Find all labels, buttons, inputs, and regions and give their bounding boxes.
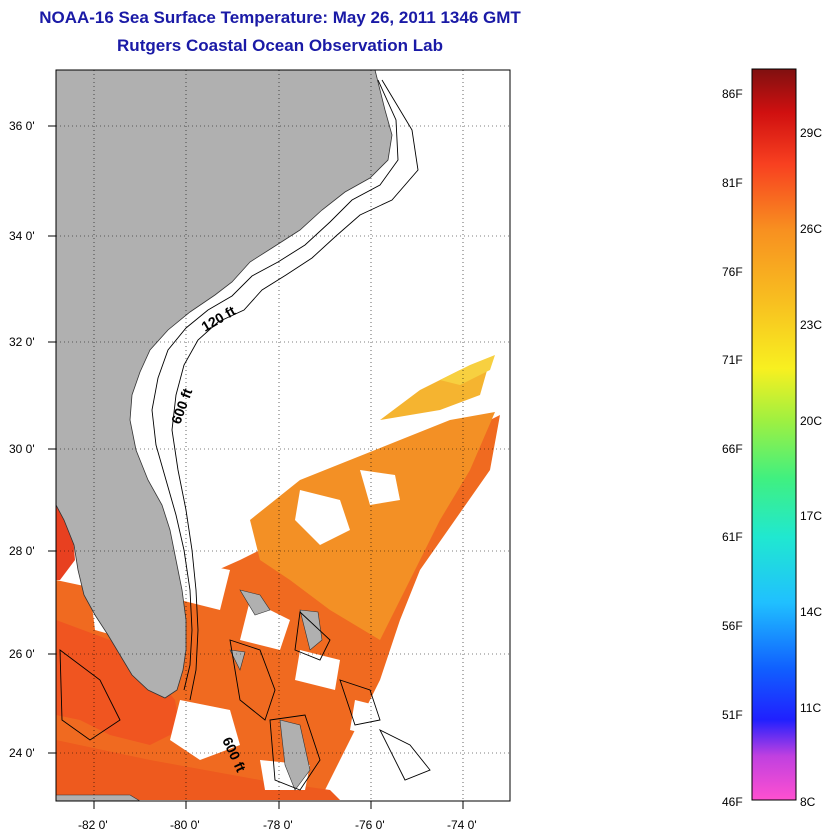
cb-c-label: 23C (800, 318, 822, 332)
bathymetry-contours (59, 79, 431, 791)
cb-f-label: 71F (722, 353, 743, 367)
lon-label: -74 0' (447, 818, 477, 832)
lat-label: 30 0' (9, 442, 35, 456)
latitude-labels: 36 0' 34 0' 32 0' 30 0' 28 0' 26 0' 24 0… (9, 119, 35, 760)
cb-f-label: 61F (722, 530, 743, 544)
lon-label: -76 0' (355, 818, 385, 832)
cb-f-label: 81F (722, 176, 743, 190)
bahamas-islands (56, 589, 323, 801)
map-frame (55, 69, 511, 802)
lat-label: 34 0' (9, 229, 35, 243)
colorbar-celsius-labels: 29C 26C 23C 20C 17C 14C 11C 8C (800, 126, 822, 809)
cb-c-label: 20C (800, 414, 822, 428)
cb-c-label: 17C (800, 509, 822, 523)
cb-c-label: 11C (800, 701, 821, 715)
lat-label: 32 0' (9, 335, 35, 349)
lat-label: 28 0' (9, 544, 35, 558)
lon-label: -82 0' (78, 818, 108, 832)
colorbar-fahrenheit-labels: 86F 81F 76F 71F 66F 61F 56F 51F 46F (722, 87, 743, 809)
lat-label: 36 0' (9, 119, 35, 133)
map-area: 120 ft 600 ft 600 ft (56, 70, 510, 801)
axis-ticks (48, 125, 464, 809)
cb-f-label: 76F (722, 265, 743, 279)
cb-f-label: 66F (722, 442, 743, 456)
cb-f-label: 86F (722, 87, 743, 101)
lat-label: 24 0' (9, 746, 35, 760)
cb-f-label: 46F (722, 795, 743, 809)
longitude-labels: -82 0' -80 0' -78 0' -76 0' -74 0' (78, 818, 477, 832)
lon-label: -80 0' (170, 818, 200, 832)
lat-label: 26 0' (9, 647, 35, 661)
cb-c-label: 14C (800, 605, 822, 619)
cb-c-label: 29C (800, 126, 822, 140)
map-subtitle: Rutgers Coastal Ocean Observation Lab (117, 36, 443, 55)
colorbar (751, 68, 797, 801)
cb-f-label: 51F (722, 708, 743, 722)
map-title: NOAA-16 Sea Surface Temperature: May 26,… (39, 8, 521, 27)
cb-c-label: 26C (800, 222, 822, 236)
lon-label: -78 0' (263, 818, 293, 832)
cb-f-label: 56F (722, 619, 743, 633)
cb-c-label: 8C (800, 795, 816, 809)
land-mass (56, 70, 393, 699)
